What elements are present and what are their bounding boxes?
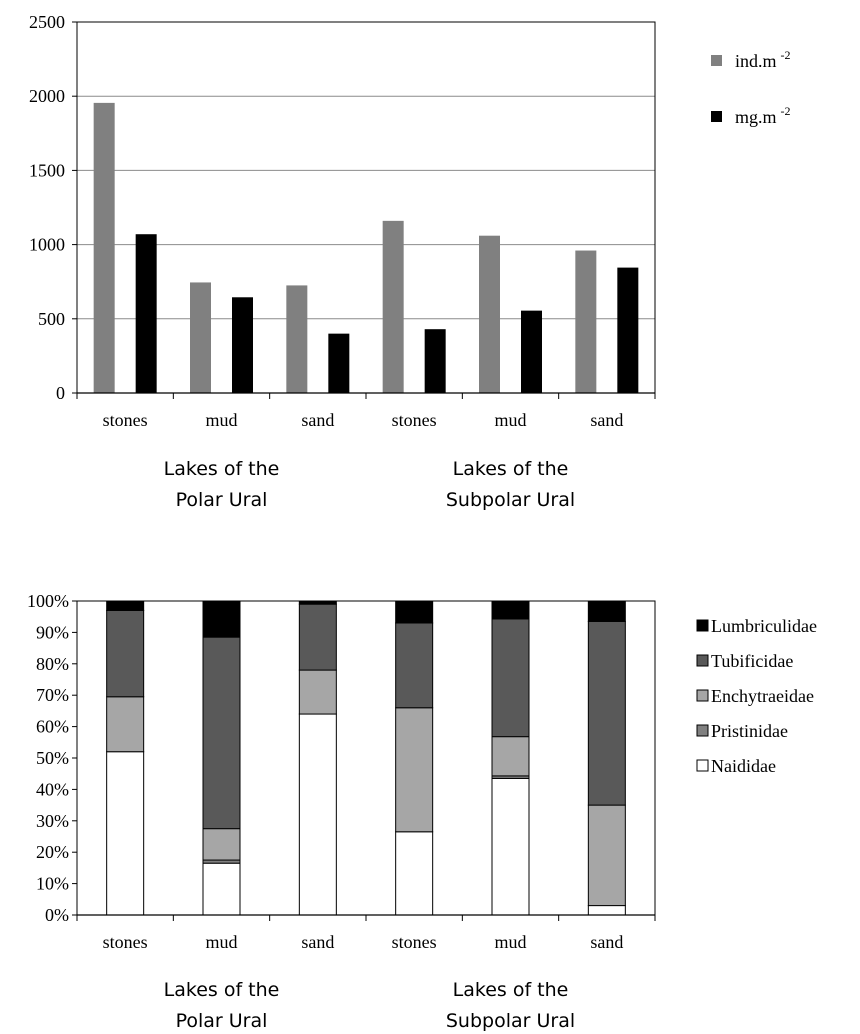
- group-label-line1: Lakes of the: [164, 458, 280, 480]
- bar-segment-tubificidae: [587, 620, 626, 806]
- bar-mg: [617, 267, 639, 393]
- bar-ind: [93, 102, 115, 394]
- y-tick-label: 0%: [45, 905, 69, 925]
- bar-segment-enchytraeidae: [587, 804, 626, 907]
- y-tick-label: 1000: [29, 235, 65, 255]
- legend-label: Naididae: [711, 756, 776, 776]
- y-tick-label: 100%: [27, 591, 69, 611]
- group-label-line1: Lakes of the: [453, 979, 569, 1001]
- x-tick-label: mud: [494, 410, 526, 430]
- bar-segment-lumbriculidae: [491, 600, 530, 620]
- x-tick-label: mud: [494, 932, 526, 952]
- chart-biomass-density: 0 500 1000 1500 2000 2500 stones mud sand stones m…: [29, 12, 791, 511]
- bar-segment-tubificidae: [395, 622, 434, 709]
- bar-ind: [382, 220, 404, 393]
- x-tick-label: stones: [392, 410, 437, 430]
- bar-segment-enchytraeidae: [298, 669, 337, 715]
- y-tick-label: 80%: [36, 654, 69, 674]
- y-tick-label: 10%: [36, 874, 69, 894]
- group-label-line1: Lakes of the: [453, 458, 569, 480]
- plot-border: [76, 600, 656, 916]
- y-tick-label: 30%: [36, 811, 69, 831]
- bar-segment-naididae: [491, 777, 530, 916]
- legend-swatch: [711, 111, 722, 122]
- x-tick-label: mud: [205, 410, 237, 430]
- legend-swatch: [696, 759, 709, 772]
- x-tick-label: stones: [103, 932, 148, 952]
- legend-label: Lumbriculidae: [711, 616, 817, 636]
- group-label-line2: Subpolar Ural: [446, 489, 575, 511]
- legend-label-text: mg.m: [735, 107, 777, 127]
- legend-label: Enchytraeidae: [711, 686, 814, 706]
- bar-mg: [424, 329, 446, 393]
- plot-border: [76, 21, 656, 394]
- y-tick-label: 0: [56, 383, 65, 403]
- bar-segment-enchytraeidae: [395, 707, 434, 833]
- legend-swatch: [696, 689, 709, 702]
- bar-segment-naididae: [298, 713, 337, 916]
- bar-mg: [328, 333, 350, 393]
- legend-label: Pristinidae: [711, 721, 788, 741]
- y-tick-label: 60%: [36, 717, 69, 737]
- y-tick-label: 40%: [36, 779, 69, 799]
- y-tick-label: 1500: [29, 160, 65, 180]
- bar-mg: [232, 297, 253, 393]
- group-label-line1: Lakes of the: [164, 979, 280, 1001]
- y-tick-label: 70%: [36, 685, 69, 705]
- x-tick-label: sand: [590, 932, 623, 952]
- legend-swatch: [711, 55, 722, 66]
- bar-segment-naididae: [587, 905, 626, 916]
- x-tick-label: stones: [392, 932, 437, 952]
- y-tick-label: 50%: [36, 748, 69, 768]
- group-label-line2: Polar Ural: [176, 1010, 268, 1032]
- y-tick-label: 2500: [29, 12, 65, 32]
- x-tick-label: sand: [301, 410, 334, 430]
- bar-segment-tubificidae: [491, 618, 530, 738]
- y-tick-label: 90%: [36, 622, 69, 642]
- bar-mg: [521, 310, 542, 393]
- bar-segment-tubificidae: [202, 636, 241, 830]
- legend-label-superscript: -2: [781, 48, 791, 62]
- bar-segment-enchytraeidae: [491, 736, 530, 777]
- bar-mg: [135, 234, 157, 393]
- legend-label: mg.m -2: [735, 104, 791, 127]
- bar-segment-lumbriculidae: [202, 600, 241, 638]
- bar-segment-naididae: [202, 862, 241, 916]
- x-tick-label: sand: [301, 932, 334, 952]
- legend-swatch: [696, 654, 709, 667]
- bar-segment-lumbriculidae: [395, 600, 434, 624]
- bar-segment-naididae: [395, 831, 434, 916]
- legend-label-superscript: -2: [781, 104, 791, 118]
- y-tick-label: 500: [38, 309, 65, 329]
- y-tick-label: 2000: [29, 86, 65, 106]
- bar-segment-tubificidae: [298, 603, 337, 671]
- x-tick-label: sand: [590, 410, 623, 430]
- bar-segment-lumbriculidae: [106, 600, 145, 611]
- legend-label-text: ind.m: [735, 51, 777, 71]
- bar-segment-lumbriculidae: [298, 600, 337, 605]
- legend-label: Tubificidae: [711, 651, 793, 671]
- y-tick-label: 20%: [36, 842, 69, 862]
- bar-ind: [575, 250, 597, 393]
- legend-label: ind.m -2: [735, 48, 791, 71]
- bar-ind: [286, 285, 308, 393]
- bar-ind: [190, 282, 211, 393]
- bar-segment-enchytraeidae: [202, 828, 241, 861]
- legend-swatch: [696, 619, 709, 632]
- x-tick-label: mud: [205, 932, 237, 952]
- x-tick-label: stones: [103, 410, 148, 430]
- group-label-line2: Polar Ural: [176, 489, 268, 511]
- bar-ind: [479, 235, 500, 393]
- legend-swatch: [696, 724, 709, 737]
- bar-segment-tubificidae: [106, 609, 145, 698]
- chart-family-composition: 0% 10% 20% 30% 40% 50% 60% 70% 80% 90% 100% stones m…: [27, 591, 817, 1032]
- bar-segment-enchytraeidae: [106, 696, 145, 753]
- bar-segment-lumbriculidae: [587, 600, 626, 622]
- bar-segment-naididae: [106, 751, 145, 916]
- group-label-line2: Subpolar Ural: [446, 1010, 575, 1032]
